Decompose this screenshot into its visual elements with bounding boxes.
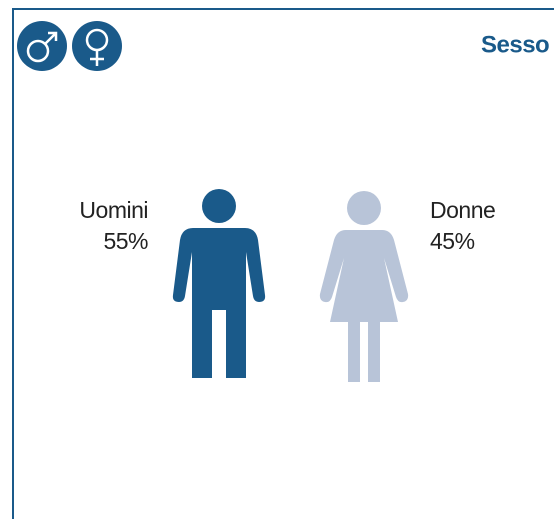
female-figure	[319, 191, 409, 382]
male-figure	[172, 189, 266, 378]
group-share: 55%	[103, 228, 148, 254]
frame	[12, 8, 554, 519]
female-symbol-badge	[72, 21, 122, 71]
female-symbol	[85, 28, 109, 66]
group-share: 45%	[430, 228, 475, 254]
title: Sesso	[481, 31, 549, 58]
male-symbol	[26, 31, 58, 63]
male-symbol-badge	[17, 21, 67, 71]
group-label: Donne	[430, 197, 495, 223]
group-label: Uomini	[79, 197, 148, 223]
